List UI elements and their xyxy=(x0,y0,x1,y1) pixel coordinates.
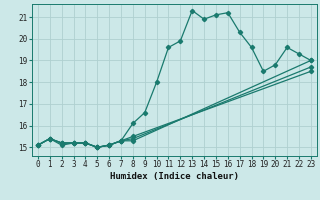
X-axis label: Humidex (Indice chaleur): Humidex (Indice chaleur) xyxy=(110,172,239,181)
